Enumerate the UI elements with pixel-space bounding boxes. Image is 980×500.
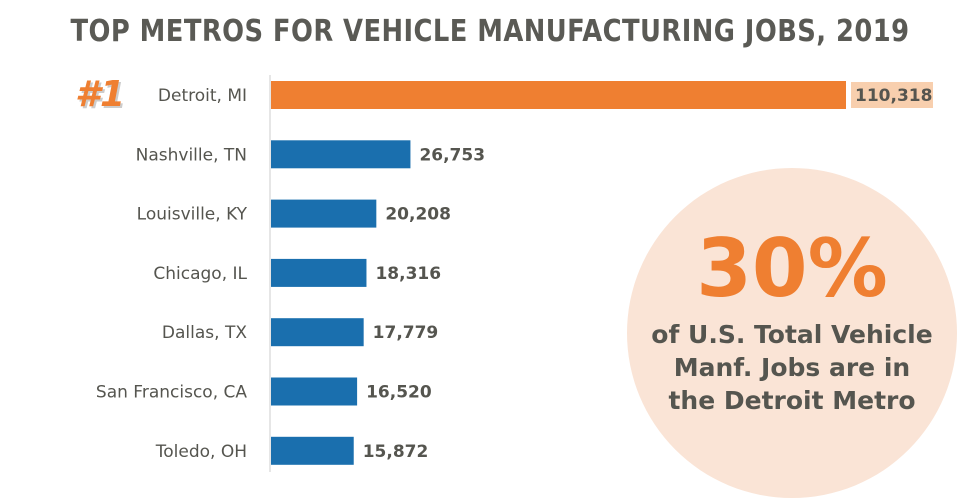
bar bbox=[271, 258, 367, 287]
value-label: 16,520 bbox=[366, 383, 432, 403]
value-label: 17,779 bbox=[373, 323, 439, 343]
callout-circle bbox=[627, 168, 957, 498]
bar bbox=[271, 377, 358, 406]
callout-line: the Detroit Metro bbox=[668, 386, 916, 415]
chart-title: TOP METROS FOR VEHICLE MANUFACTURING JOB… bbox=[70, 14, 910, 49]
category-label: Toledo, OH bbox=[155, 442, 247, 462]
category-label: San Francisco, CA bbox=[96, 383, 247, 403]
bar bbox=[271, 81, 846, 109]
bar bbox=[271, 199, 377, 228]
value-label: 15,872 bbox=[363, 442, 429, 462]
value-label-highlight bbox=[851, 82, 933, 108]
category-label: Chicago, IL bbox=[153, 264, 247, 284]
value-label: 110,318 bbox=[855, 86, 932, 106]
bar bbox=[271, 318, 364, 347]
value-label: 26,753 bbox=[419, 145, 485, 165]
category-label: Detroit, MI bbox=[158, 86, 247, 106]
bar bbox=[271, 140, 411, 169]
callout-line: Manf. Jobs are in bbox=[673, 353, 911, 382]
rank-badge: #1 bbox=[75, 74, 126, 115]
value-label: 18,316 bbox=[375, 264, 441, 284]
callout-note: of U.S. Total Vehicle Manf. Jobs are in … bbox=[627, 318, 957, 417]
callout-line: of U.S. Total Vehicle bbox=[651, 320, 933, 349]
category-label: Dallas, TX bbox=[162, 323, 247, 343]
callout-percent: 30% bbox=[696, 222, 888, 315]
category-label: Louisville, KY bbox=[137, 205, 248, 225]
bar bbox=[271, 436, 354, 465]
value-label: 20,208 bbox=[385, 205, 451, 225]
category-label: Nashville, TN bbox=[136, 145, 247, 165]
